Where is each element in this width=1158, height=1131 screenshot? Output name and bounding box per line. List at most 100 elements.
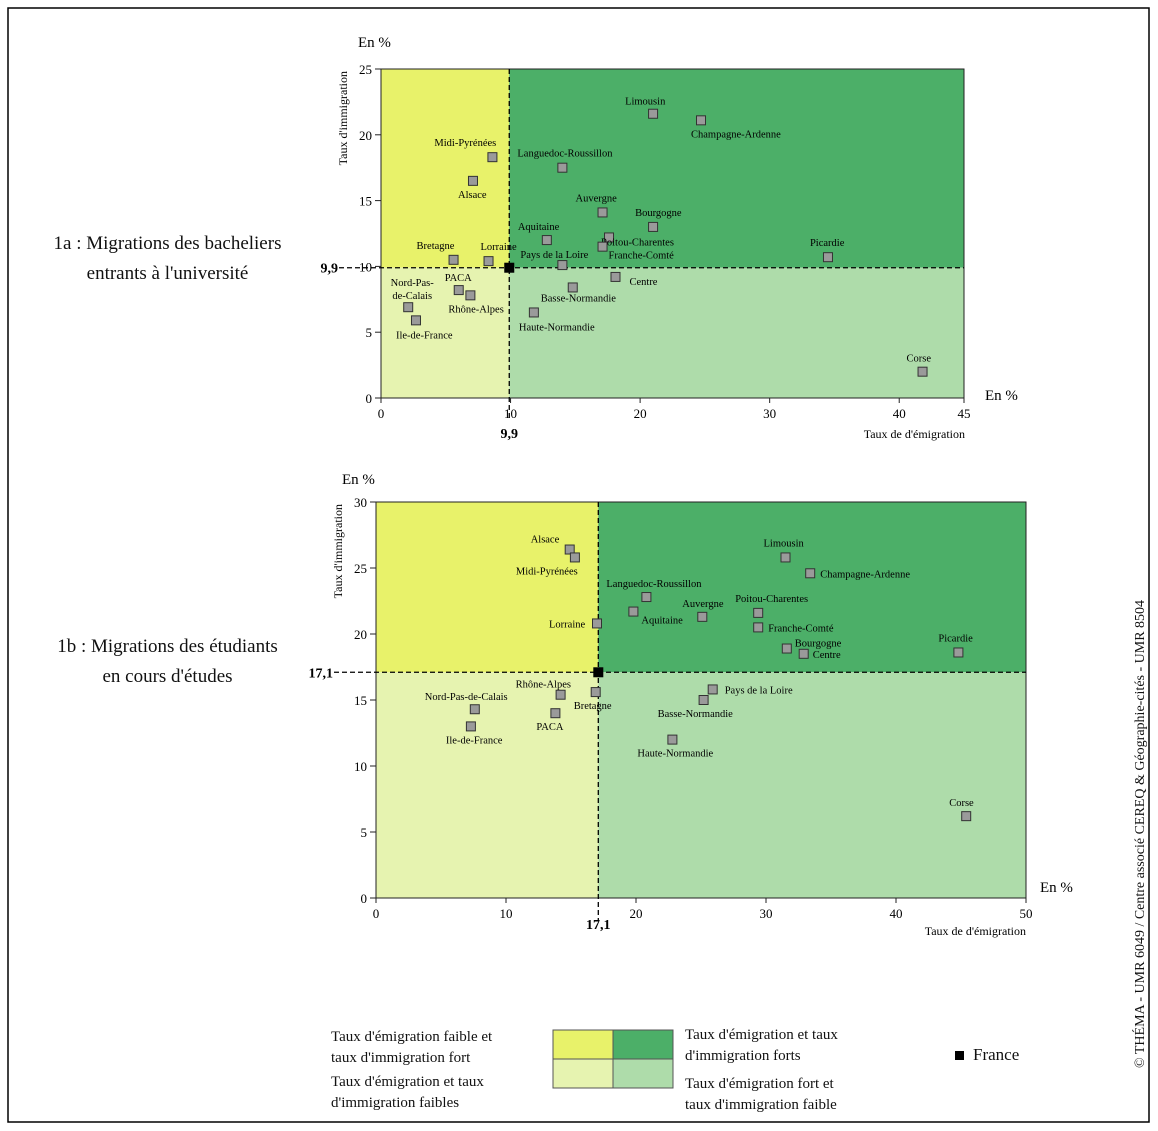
legend-label-low-emigration-high-immigration: Taux d'émigration faible et taux d'immig…: [331, 1027, 543, 1069]
point-label: Centre: [813, 650, 841, 661]
point-label: Haute-Normandie: [637, 749, 713, 760]
point-label: PACA: [445, 273, 472, 284]
data-point: [555, 689, 566, 700]
quadrant-high-emigration-low-immigration: [598, 672, 1026, 898]
point-label: Pays de la Loire: [725, 685, 793, 696]
data-point: [961, 811, 972, 822]
legend-label-high-emigration-high-immigration: Taux d'émigration et taux d'immigration …: [685, 1025, 895, 1067]
data-point: [707, 684, 718, 695]
data-point: [780, 552, 791, 563]
legend-label-high-emigration-low-immigration: Taux d'émigration fort et taux d'immigra…: [685, 1074, 895, 1116]
legend-label-line: Taux d'émigration et taux: [685, 1027, 838, 1043]
point-label: Centre: [629, 277, 657, 288]
point-label: Nord-Pas-de-Calais: [391, 278, 435, 302]
data-point: [453, 285, 464, 296]
outer-border: [7, 7, 1150, 1123]
data-point: [592, 618, 602, 629]
title-bacheliers: 1a : Migrations des bacheliers entrants …: [20, 229, 315, 289]
x-tick-label: 20: [634, 406, 647, 421]
x-tick-label: 45: [958, 406, 971, 421]
point-label: Nord-Pas-de-Calais: [425, 692, 508, 703]
reference-x-label: 9,9: [501, 427, 519, 442]
y-tick-label: 15: [359, 194, 372, 209]
point-label: Bretagne: [417, 241, 455, 252]
quadrant-low-emigration-high-immigration: [381, 69, 510, 268]
point-label: Midi-Pyrénées: [516, 566, 578, 577]
legend-label-line: Taux d'émigration faible et: [331, 1029, 493, 1045]
data-point: [917, 366, 928, 377]
x-tick-label: 40: [893, 406, 906, 421]
reference-y-label: 17,1: [309, 666, 334, 681]
point-label: Limousin: [764, 538, 805, 549]
data-point: [487, 152, 498, 163]
y-unit-label: En %: [342, 472, 375, 488]
credit-text: © THÉMA - UMR 6049 / Centre associé CERE…: [1133, 599, 1148, 1068]
data-point: [469, 704, 480, 715]
y-tick-label: 25: [359, 62, 372, 77]
data-point: [698, 695, 709, 705]
data-point: [696, 115, 707, 126]
data-point: [648, 221, 659, 232]
legend-swatch-low-emigration-low-immigration: [552, 1058, 614, 1089]
data-point: [557, 162, 568, 173]
legend-label-line: d'immigration forts: [685, 1048, 801, 1064]
france-point: [504, 262, 515, 273]
france-point: [593, 667, 604, 678]
quadrant-high-emigration-high-immigration: [598, 502, 1026, 673]
legend-label-low-emigration-low-immigration: Taux d'émigration et taux d'immigration …: [331, 1072, 543, 1114]
y-tick-label: 5: [361, 825, 368, 840]
title-bacheliers-line2: entrants à l'université: [86, 263, 249, 284]
legend-label-line: Taux d'émigration fort et: [685, 1076, 834, 1092]
point-label: Champagne-Ardenne: [691, 129, 781, 140]
data-point: [465, 290, 476, 301]
title-etudiants-line1: 1b : Migrations des étudiants: [57, 636, 278, 657]
point-label: PACA: [536, 722, 563, 733]
point-label: Ile-de-France: [396, 330, 453, 341]
title-etudiants-line2: en cours d'études: [102, 666, 233, 687]
y-tick-label: 25: [354, 561, 367, 576]
quadrant-low-emigration-high-immigration: [376, 502, 599, 673]
x-tick-label: 20: [630, 906, 643, 921]
reference-x-label: 17,1: [586, 918, 611, 933]
legend-label-line: Taux d'émigration et taux: [331, 1074, 484, 1090]
data-point: [641, 592, 652, 603]
x-axis-label: Taux de d'émigration: [925, 924, 1026, 938]
data-point: [550, 708, 561, 719]
point-label: Poitou-Charentes: [735, 594, 808, 605]
y-axis-label: Taux d'immigration: [331, 504, 345, 598]
data-point: [597, 207, 608, 218]
data-point: [753, 607, 764, 618]
data-point: [541, 235, 552, 246]
data-point: [467, 175, 478, 186]
x-unit-label: En %: [985, 388, 1018, 404]
legend-france: France: [955, 1045, 1019, 1065]
data-point: [483, 256, 494, 267]
point-label: Basse-Normandie: [541, 293, 617, 304]
point-label: Corse: [907, 354, 932, 365]
x-tick-label: 30: [760, 906, 773, 921]
y-unit-label: En %: [358, 35, 391, 51]
x-tick-label: 0: [378, 406, 385, 421]
point-label: Lorraine: [549, 619, 585, 630]
point-label: Bretagne: [574, 701, 612, 712]
point-label: Franche-Comté: [609, 251, 675, 262]
point-label: Picardie: [810, 238, 845, 249]
point-label: Lorraine: [481, 242, 517, 253]
point-label: Bourgogne: [795, 639, 842, 650]
point-label: Languedoc-Roussillon: [517, 149, 613, 160]
legend-swatch-high-emigration-low-immigration: [612, 1058, 674, 1089]
point-label: Haute-Normandie: [519, 322, 595, 333]
plot-border: [380, 68, 965, 399]
data-point: [604, 232, 615, 243]
legend-france-label: France: [973, 1045, 1020, 1064]
data-point: [822, 252, 833, 263]
data-point: [628, 606, 639, 617]
data-point: [805, 568, 816, 579]
y-tick-label: 20: [354, 627, 367, 642]
y-tick-label: 15: [354, 693, 367, 708]
point-label: Rhône-Alpes: [448, 304, 503, 315]
quadrant-high-emigration-low-immigration: [509, 267, 964, 398]
y-tick-label: 5: [366, 325, 373, 340]
data-point: [753, 622, 764, 633]
